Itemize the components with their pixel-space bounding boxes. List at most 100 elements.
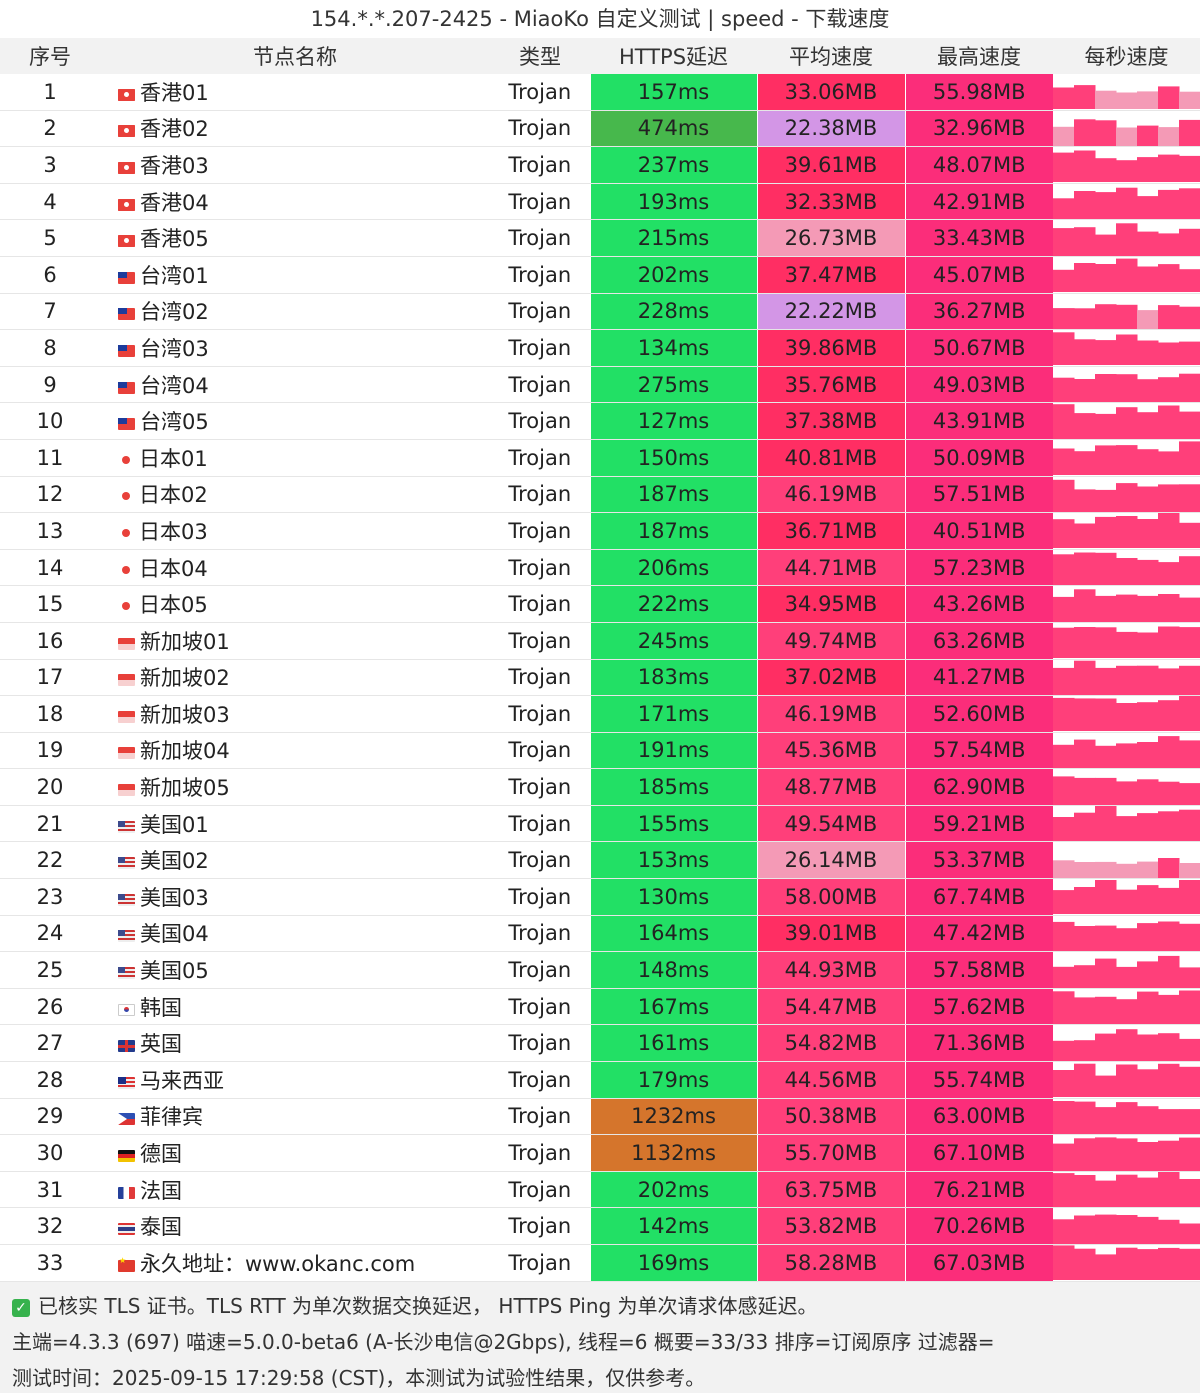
speed-bar	[1095, 340, 1117, 366]
node-type-cell: Trojan	[490, 476, 590, 514]
max-speed: 67.03MB	[932, 1250, 1026, 1275]
average-speed: 35.76MB	[784, 372, 878, 397]
node-name: 永久地址：www.okanc.com	[140, 1251, 416, 1276]
speed-bar	[1095, 806, 1117, 841]
row-index: 10	[36, 409, 64, 434]
speed-bar	[1095, 595, 1117, 622]
average-speed: 58.28MB	[784, 1250, 878, 1275]
per-second-speed-cell	[1053, 219, 1200, 257]
speed-bar	[1179, 373, 1200, 402]
average-speed: 34.95MB	[784, 592, 878, 617]
table-row: 13 日本03 Trojan 187ms 36.71MB 40.51MB	[0, 512, 1200, 550]
max-speed-cell: 41.27MB	[904, 659, 1053, 697]
per-second-speed-cell	[1053, 768, 1200, 806]
speed-bar	[1179, 696, 1200, 732]
row-index-cell: 32	[0, 1207, 100, 1245]
per-second-speed-cell	[1053, 512, 1200, 550]
max-speed-cell: 57.54MB	[904, 732, 1053, 770]
speed-bar	[1179, 441, 1200, 476]
node-type: Trojan	[508, 518, 572, 543]
https-latency-cell: 183ms	[589, 659, 757, 697]
https-latency: 206ms	[637, 555, 710, 580]
footer: ✓ 已核实 TLS 证书。TLS RTT 为单次数据交换延迟， HTTPS Pin…	[0, 1282, 1200, 1393]
node-name: 台湾05	[140, 410, 209, 435]
speed-bar	[1137, 885, 1159, 915]
speed-bar	[1158, 233, 1180, 256]
row-index: 14	[36, 555, 64, 580]
node-type: Trojan	[508, 665, 572, 690]
max-speed: 63.26MB	[932, 628, 1026, 653]
speed-bar	[1053, 1173, 1075, 1207]
speed-bar	[1179, 990, 1200, 1024]
row-index-cell: 28	[0, 1061, 100, 1099]
table-row: 28 马来西亚 Trojan 179ms 44.56MB 55.74MB	[0, 1061, 1200, 1099]
average-speed: 46.19MB	[784, 701, 878, 726]
speed-bar	[1095, 1254, 1117, 1281]
https-latency-cell: 142ms	[589, 1207, 757, 1245]
per-second-speed-cell	[1053, 659, 1200, 697]
node-type: Trojan	[508, 335, 572, 360]
us-flag-icon	[118, 820, 135, 833]
average-speed-cell: 39.01MB	[756, 915, 905, 953]
https-latency: 228ms	[637, 299, 710, 324]
speed-bar	[1158, 955, 1180, 988]
node-type-cell: Trojan	[490, 1244, 590, 1282]
per-second-speed-sparkline	[1053, 696, 1200, 732]
node-type: Trojan	[508, 79, 572, 104]
node-name-cell: 美国04	[100, 915, 490, 953]
max-speed: 40.51MB	[932, 518, 1026, 543]
node-name: 美国01	[140, 812, 209, 837]
speed-bar	[1116, 863, 1138, 878]
cn-flag-icon	[118, 1256, 135, 1272]
max-speed-cell: 57.23MB	[904, 549, 1053, 587]
speed-bar	[1074, 964, 1096, 988]
speed-bar	[1179, 862, 1200, 878]
speed-bar	[1116, 966, 1138, 988]
speed-bar	[1179, 523, 1200, 549]
speed-bar	[1137, 157, 1159, 183]
https-latency: 150ms	[637, 445, 710, 470]
speed-bar	[1158, 781, 1180, 805]
max-speed: 67.74MB	[932, 884, 1026, 909]
node-type: Trojan	[508, 409, 572, 434]
average-speed-cell: 22.22MB	[756, 293, 905, 331]
speed-bar	[1158, 921, 1180, 951]
node-type-cell: Trojan	[490, 402, 590, 440]
max-speed-cell: 52.60MB	[904, 695, 1053, 733]
node-type-cell: Trojan	[490, 585, 590, 623]
speed-bar	[1116, 187, 1138, 219]
per-second-speed-cell	[1053, 74, 1200, 111]
node-name-cell: 香港02	[100, 110, 490, 148]
speed-bar	[1137, 266, 1159, 293]
speed-bar	[1053, 554, 1075, 585]
https-latency-cell: 191ms	[589, 732, 757, 770]
speed-bar	[1158, 264, 1180, 293]
average-speed: 50.38MB	[784, 1104, 878, 1129]
average-speed-cell: 63.75MB	[756, 1171, 905, 1209]
row-index-cell: 13	[0, 512, 100, 550]
speed-bar	[1053, 890, 1075, 915]
per-second-speed-cell	[1053, 878, 1200, 916]
node-type: Trojan	[508, 299, 572, 324]
column-header-type: 类型	[490, 38, 590, 74]
speed-bar	[1053, 667, 1075, 695]
speed-bar	[1158, 668, 1180, 695]
speed-bar	[1074, 588, 1096, 622]
speed-bar	[1053, 1143, 1075, 1171]
speed-bar	[1158, 562, 1180, 585]
table-row: 30 德国 Trojan 1132ms 55.70MB 67.10MB	[0, 1134, 1200, 1172]
per-second-speed-sparkline	[1053, 1136, 1200, 1171]
speed-bar	[1053, 332, 1075, 366]
hk-flag-icon	[118, 198, 135, 211]
average-speed: 22.22MB	[784, 299, 878, 324]
table-row: 31 法国 Trojan 202ms 63.75MB 76.21MB	[0, 1171, 1200, 1209]
table-row: 25 美国05 Trojan 148ms 44.93MB 57.58MB	[0, 951, 1200, 989]
node-name-cell: 美国05	[100, 951, 490, 989]
speed-bar	[1053, 1070, 1075, 1098]
per-second-speed-sparkline	[1053, 304, 1200, 329]
speed-bar	[1179, 966, 1200, 988]
node-name-cell: 日本03	[100, 512, 490, 550]
per-second-speed-cell	[1053, 110, 1200, 148]
per-second-speed-cell	[1053, 256, 1200, 294]
node-type-cell: Trojan	[490, 951, 590, 989]
